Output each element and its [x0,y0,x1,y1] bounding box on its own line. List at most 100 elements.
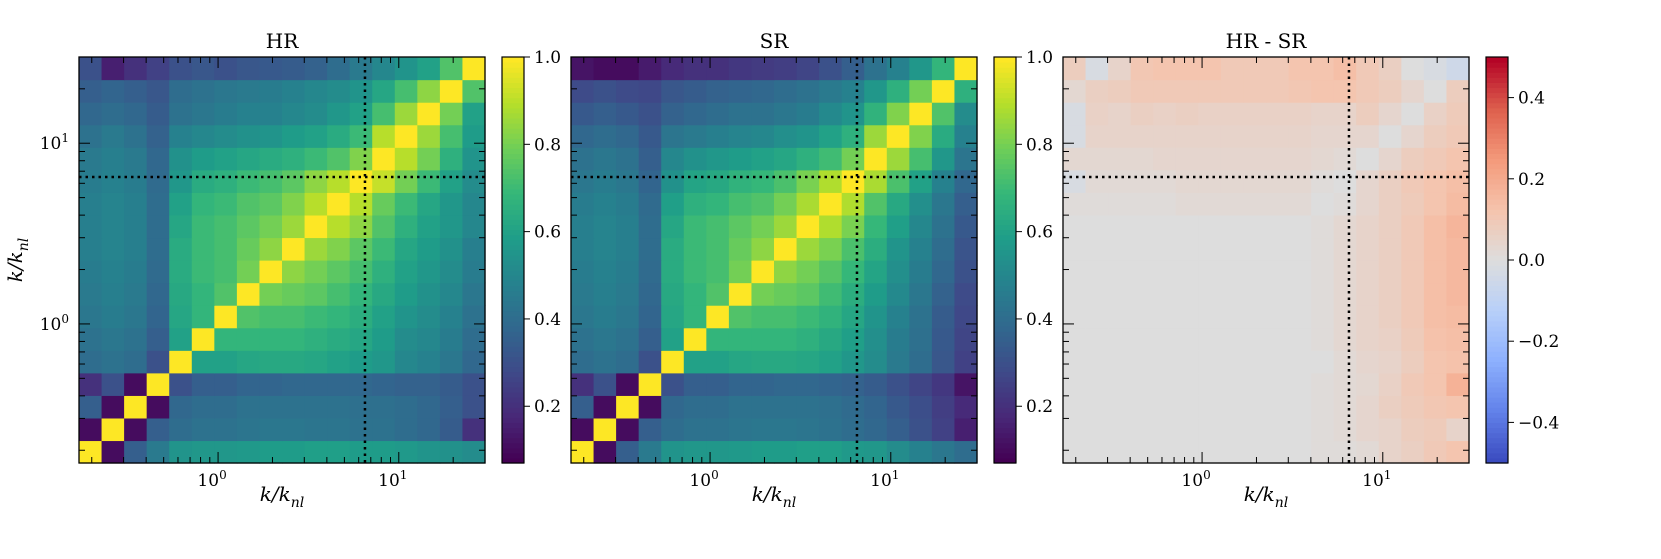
heatmap-cell [282,237,306,261]
heatmap-cell [864,237,888,261]
heatmap-cell [683,440,707,464]
heatmap-cell [796,124,820,148]
heatmap-cell [593,282,617,306]
heatmap-cell [1266,214,1290,239]
heatmap-cell [774,192,798,216]
heatmap-cell [571,417,595,442]
heatmap-cell [327,192,351,216]
heatmap-cell [214,214,238,239]
heatmap-cell [1356,282,1380,306]
heatmap-cell [1423,282,1448,306]
colorbar-tick-label: 0.2 [1518,170,1545,190]
heatmap-cell [954,395,978,419]
heatmap-cell [1198,79,1222,103]
heatmap-cell [1356,327,1380,351]
heatmap-cell [841,327,865,351]
heatmap-cell [728,57,753,81]
colorbar-segment [1486,244,1508,251]
heatmap-cell [728,260,753,284]
heatmap-cell [931,417,956,442]
heatmap-cell [214,124,238,148]
heatmap-cell [593,327,617,351]
heatmap-cell [124,282,148,306]
heatmap-cell [372,192,396,216]
heatmap-cell [931,395,956,419]
heatmap-cell [417,79,441,103]
heatmap-cell [282,102,306,126]
heatmap-cell [79,79,103,103]
heatmap-cell [101,395,125,419]
colorbar: 0.2 0.4 0.6 0.8 1.0 [993,48,1053,464]
heatmap-cell [1333,214,1357,239]
heatmap-cell [1333,124,1357,148]
heatmap-cell [909,350,933,374]
heatmap-cell [728,350,753,374]
heatmap-cell [1175,169,1199,193]
colorbar-segment [1486,67,1508,73]
heatmap-cell [394,192,418,216]
heatmap-cell [1198,147,1222,171]
colorbar-segment [994,188,1016,195]
colorbar-segment [994,249,1016,256]
colorbar-segment [994,300,1016,307]
colorbar-segment [1486,224,1508,231]
colorbar-segment [994,432,1016,439]
heatmap-cell [394,372,418,396]
colorbar-segment [994,62,1016,68]
heatmap-cell [616,124,640,148]
colorbar-segment [1486,417,1508,423]
colorbar-segment [502,310,524,317]
heatmap-cell [79,192,103,216]
panel-title: HR [266,29,299,53]
heatmap-cell [841,57,865,81]
heatmap-cell [1153,350,1177,374]
colorbar-segment [502,173,524,180]
heatmap-cell [1356,417,1380,442]
heatmap-cell [1401,327,1425,351]
heatmap-cell [79,305,103,329]
heatmap-cell [372,440,396,464]
heatmap-cell [593,417,617,442]
heatmap-cell [394,305,418,329]
heatmap-cell [439,57,464,81]
heatmap-cell [954,147,978,171]
heatmap-cell [1198,417,1222,442]
heatmap-cell [1130,169,1154,193]
heatmap-cell [1266,57,1290,81]
heatmap-cell [931,147,956,171]
heatmap-cell [439,417,464,442]
heatmap-cell [841,440,865,464]
heatmap-cell [304,395,328,419]
colorbar-segment [1486,397,1508,403]
x-tick-label: 100 [689,468,718,491]
heatmap-cell [417,417,441,442]
heatmap-cell [1243,372,1267,396]
heatmap-cell [683,260,707,284]
heatmap-cell [1063,237,1087,261]
heatmap-cell [886,169,910,193]
heatmap-cell [394,260,418,284]
heatmap-cell [439,305,464,329]
heatmap-cell [1333,147,1357,171]
heatmap-cell [1063,102,1087,126]
heatmap-cell [1356,260,1380,284]
heatmap-cell [1175,372,1199,396]
heatmap-cell [101,192,125,216]
colorbar-tick-label: 0.4 [1026,310,1053,330]
heatmap-cell [1108,395,1132,419]
heatmap-cell [1243,327,1267,351]
heatmap-cell [214,260,238,284]
colorbar-segment [1486,341,1508,347]
heatmap-cell [1220,260,1245,284]
heatmap-cell [1108,57,1132,81]
heatmap-cell [462,57,486,81]
heatmap-cell [236,395,261,419]
heatmap-cell [1266,417,1290,442]
heatmap-cell [259,395,283,419]
colorbar-segment [1486,112,1508,119]
heatmap-cell [1175,260,1199,284]
heatmap-cell [1198,237,1222,261]
colorbar-segment [502,356,524,363]
heatmap-cell [327,147,351,171]
colorbar-segment [994,67,1016,73]
